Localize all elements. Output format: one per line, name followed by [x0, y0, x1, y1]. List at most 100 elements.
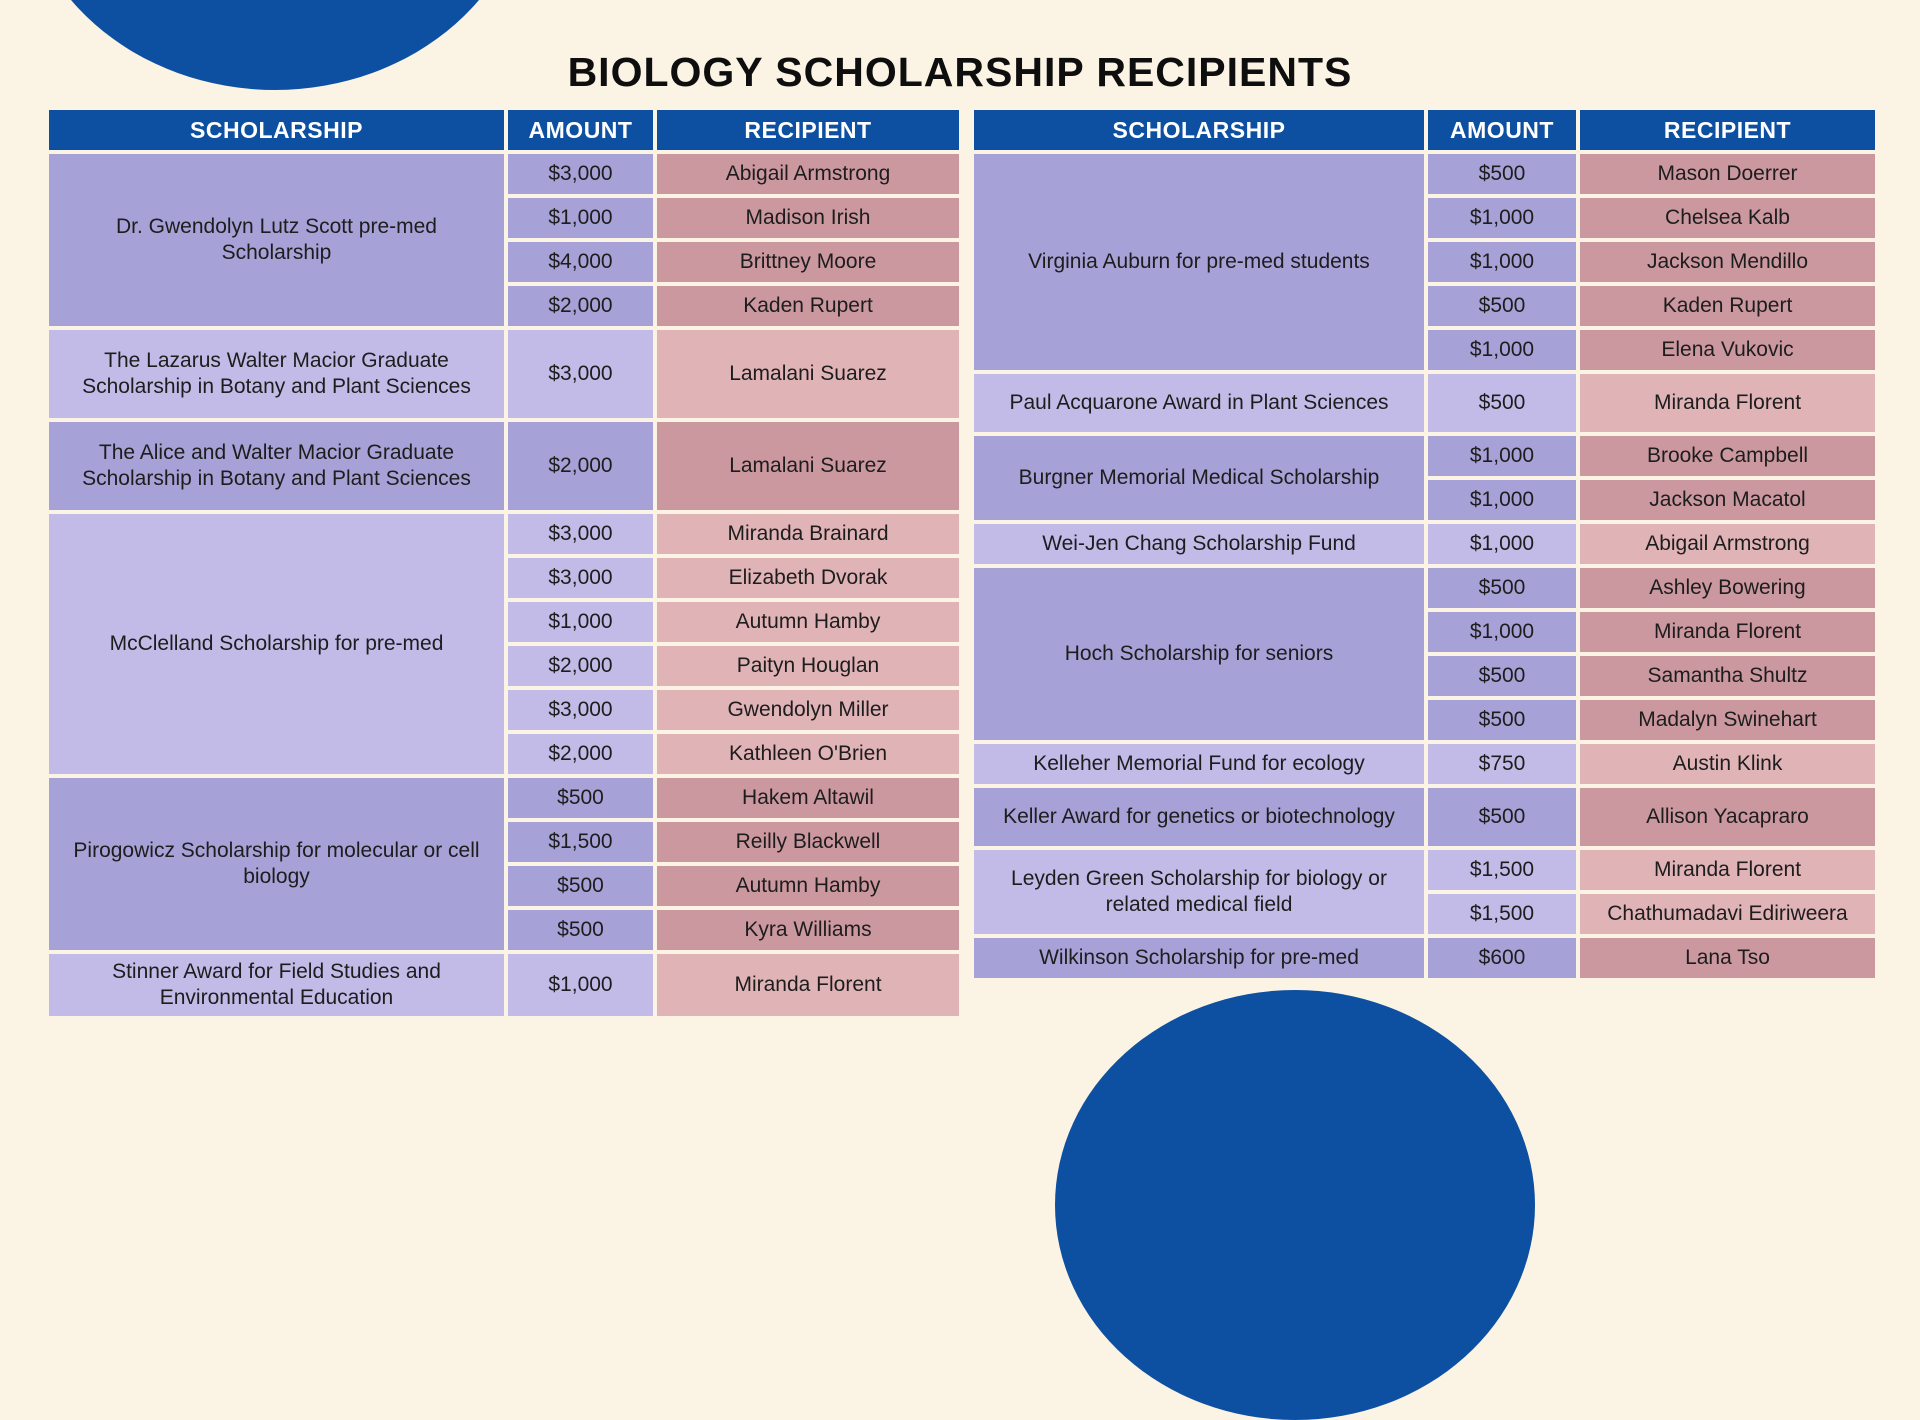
recipient-cell: Ashley Bowering	[1580, 568, 1875, 608]
recipient-cell: Kathleen O'Brien	[657, 734, 959, 774]
column-header-scholarship: SCHOLARSHIP	[49, 110, 504, 150]
amount-cell: $1,000	[1428, 524, 1576, 564]
table-row: $1,000 Miranda Florent	[974, 612, 1875, 652]
table-row: The Alice and Walter Macior Graduate Sch…	[49, 422, 959, 510]
table-row: Pirogowicz Scholarship for molecular or …	[49, 778, 959, 950]
table-row: Burgner Memorial Medical Scholarship $1,0…	[974, 436, 1875, 520]
amount-cell: $500	[1428, 788, 1576, 846]
recipient-cell: Autumn Hamby	[657, 866, 959, 906]
table-row: $1,500 Chathumadavi Ediriweera	[974, 894, 1875, 934]
table-row: $1,000 Jackson Mendillo	[974, 242, 1875, 282]
scholarship-table-right: SCHOLARSHIP AMOUNT RECIPIENT Virginia Aubu…	[970, 106, 1879, 982]
table-row: Leyden Green Scholarship for biology or …	[974, 850, 1875, 934]
amount-cell: $3,000	[508, 154, 653, 194]
table-row: Hoch Scholarship for seniors $500 Ashley B…	[974, 568, 1875, 740]
recipient-cell: Autumn Hamby	[657, 602, 959, 642]
recipient-cell: Kaden Rupert	[657, 286, 959, 326]
recipient-cell: Reilly Blackwell	[657, 822, 959, 862]
scholarship-name-cell: Dr. Gwendolyn Lutz Scott pre-med Scholar…	[49, 154, 504, 326]
recipient-cell: Brooke Campbell	[1580, 436, 1875, 476]
amount-cell: $3,000	[508, 514, 653, 554]
recipient-cell: Paityn Houglan	[657, 646, 959, 686]
table-row: $2,000 Kathleen O'Brien	[49, 734, 959, 774]
amount-cell: $1,000	[1428, 436, 1576, 476]
table-row: $3,000 Gwendolyn Miller	[49, 690, 959, 730]
scholarship-name-cell: The Lazarus Walter Macior Graduate Schol…	[49, 330, 504, 418]
table-row: $1,000 Madison Irish	[49, 198, 959, 238]
amount-cell: $2,000	[508, 734, 653, 774]
recipient-cell: Jackson Macatol	[1580, 480, 1875, 520]
amount-cell: $3,000	[508, 330, 653, 418]
amount-cell: $1,000	[1428, 480, 1576, 520]
scholarship-name-cell: Wilkinson Scholarship for pre-med	[974, 938, 1424, 978]
recipient-cell: Brittney Moore	[657, 242, 959, 282]
column-header-amount: AMOUNT	[508, 110, 653, 150]
amount-cell: $1,000	[508, 954, 653, 1016]
table-row: $1,000 Chelsea Kalb	[974, 198, 1875, 238]
recipient-cell: Kyra Williams	[657, 910, 959, 950]
recipient-cell: Miranda Florent	[1580, 374, 1875, 432]
amount-cell: $1,000	[1428, 242, 1576, 282]
recipient-cell: Madison Irish	[657, 198, 959, 238]
amount-cell: $2,000	[508, 286, 653, 326]
scholarship-name-cell: Virginia Auburn for pre-med students	[974, 154, 1424, 370]
table-row: Wilkinson Scholarship for pre-med $600 Lan…	[974, 938, 1875, 978]
table-body: Dr. Gwendolyn Lutz Scott pre-med Scholar…	[49, 154, 959, 1016]
scholarship-name-cell: Kelleher Memorial Fund for ecology	[974, 744, 1424, 784]
amount-cell: $1,500	[508, 822, 653, 862]
amount-cell: $1,000	[508, 602, 653, 642]
column-header-amount: AMOUNT	[1428, 110, 1576, 150]
amount-cell: $500	[508, 866, 653, 906]
table-row: $500 Kaden Rupert	[974, 286, 1875, 326]
amount-cell: $500	[1428, 568, 1576, 608]
column-header-recipient: RECIPIENT	[1580, 110, 1875, 150]
recipient-cell: Austin Klink	[1580, 744, 1875, 784]
recipient-cell: Elizabeth Dvorak	[657, 558, 959, 598]
table-row: $500 Madalyn Swinehart	[974, 700, 1875, 740]
table-row: $1,000 Autumn Hamby	[49, 602, 959, 642]
amount-cell: $2,000	[508, 646, 653, 686]
recipient-cell: Mason Doerrer	[1580, 154, 1875, 194]
table-row: Stinner Award for Field Studies and Envi…	[49, 954, 959, 1016]
recipient-cell: Miranda Brainard	[657, 514, 959, 554]
amount-cell: $1,500	[1428, 850, 1576, 890]
table-row: Wei-Jen Chang Scholarship Fund $1,000 Abig…	[974, 524, 1875, 564]
table-row: $2,000 Kaden Rupert	[49, 286, 959, 326]
table-row: $2,000 Paityn Houglan	[49, 646, 959, 686]
scholarship-name-cell: Wei-Jen Chang Scholarship Fund	[974, 524, 1424, 564]
scholarship-tables: SCHOLARSHIP AMOUNT RECIPIENT Dr. Gwendolyn…	[45, 106, 1879, 1020]
recipient-cell: Miranda Florent	[657, 954, 959, 1016]
recipient-cell: Hakem Altawil	[657, 778, 959, 818]
table-row: The Lazarus Walter Macior Graduate Schol…	[49, 330, 959, 418]
amount-cell: $1,000	[1428, 198, 1576, 238]
amount-cell: $500	[508, 778, 653, 818]
amount-cell: $500	[1428, 656, 1576, 696]
recipient-cell: Chelsea Kalb	[1580, 198, 1875, 238]
scholarship-table-left: SCHOLARSHIP AMOUNT RECIPIENT Dr. Gwendolyn…	[45, 106, 963, 1020]
table-row: $500 Autumn Hamby	[49, 866, 959, 906]
scholarship-name-cell: The Alice and Walter Macior Graduate Sch…	[49, 422, 504, 510]
scholarship-name-cell: Burgner Memorial Medical Scholarship	[974, 436, 1424, 520]
table-row: Keller Award for genetics or biotechnolo…	[974, 788, 1875, 846]
recipient-cell: Abigail Armstrong	[657, 154, 959, 194]
decorative-blob-bottom-right	[1055, 990, 1535, 1420]
scholarship-name-cell: McClelland Scholarship for pre-med	[49, 514, 504, 774]
amount-cell: $2,000	[508, 422, 653, 510]
recipient-cell: Kaden Rupert	[1580, 286, 1875, 326]
table-row: $1,000 Elena Vukovic	[974, 330, 1875, 370]
table-row: $3,000 Elizabeth Dvorak	[49, 558, 959, 598]
amount-cell: $500	[1428, 286, 1576, 326]
table-row: McClelland Scholarship for pre-med $3,000…	[49, 514, 959, 774]
recipient-cell: Elena Vukovic	[1580, 330, 1875, 370]
page-title: BIOLOGY SCHOLARSHIP RECIPIENTS	[567, 49, 1353, 96]
recipient-cell: Gwendolyn Miller	[657, 690, 959, 730]
recipient-cell: Miranda Florent	[1580, 850, 1875, 890]
table-row: $4,000 Brittney Moore	[49, 242, 959, 282]
amount-cell: $1,500	[1428, 894, 1576, 934]
recipient-cell: Miranda Florent	[1580, 612, 1875, 652]
amount-cell: $1,000	[1428, 330, 1576, 370]
amount-cell: $3,000	[508, 690, 653, 730]
amount-cell: $750	[1428, 744, 1576, 784]
amount-cell: $3,000	[508, 558, 653, 598]
column-header-recipient: RECIPIENT	[657, 110, 959, 150]
